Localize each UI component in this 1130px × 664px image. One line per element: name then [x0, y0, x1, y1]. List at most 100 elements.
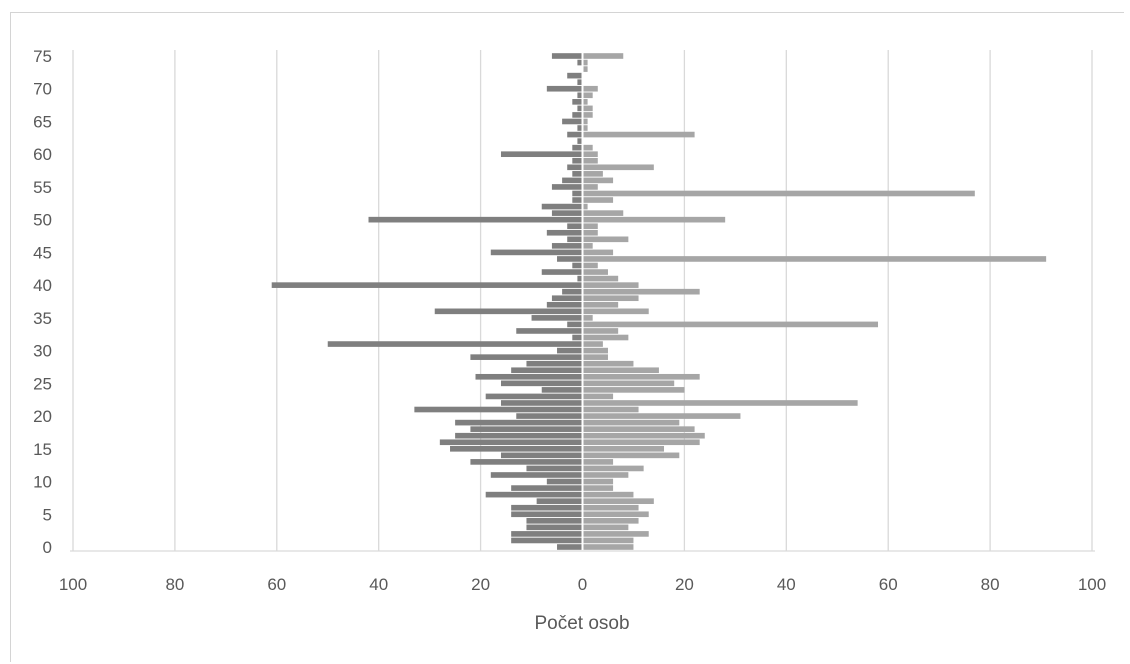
bar-right: [582, 295, 639, 302]
chart-frame: [10, 12, 1124, 662]
x-tick-label: 40: [777, 575, 796, 594]
bar-left: [500, 400, 583, 406]
bar-left: [526, 517, 583, 524]
bar-right: [582, 177, 614, 184]
bar-left: [551, 53, 583, 59]
left-bars: [271, 53, 583, 550]
bar-left: [567, 131, 583, 138]
bar-right: [582, 184, 598, 190]
bar-left: [551, 295, 583, 302]
bar-left: [546, 85, 583, 92]
bar-right: [582, 321, 879, 328]
y-tick-label: 40: [33, 276, 52, 295]
x-tick-labels: 100 80 60 40 20 0 20 40 60 80 100: [59, 575, 1106, 594]
bar-right: [582, 288, 700, 295]
bar-right: [582, 223, 598, 230]
bar-right: [582, 125, 588, 131]
bar-left: [572, 99, 583, 105]
bar-left: [572, 334, 583, 341]
bar-left: [450, 445, 583, 452]
bar-left: [470, 459, 583, 465]
y-tick-label: 45: [33, 243, 52, 262]
x-tick-label: 20: [675, 575, 694, 594]
bar-left: [572, 171, 583, 177]
y-tick-label: 5: [43, 505, 52, 524]
bar-right: [582, 360, 634, 367]
x-tick-label: 60: [879, 575, 898, 594]
bar-right: [582, 498, 654, 504]
bar-left: [577, 138, 583, 144]
bar-right: [582, 373, 700, 380]
bar-left: [551, 243, 583, 249]
bar-left: [455, 419, 583, 426]
bar-right: [582, 334, 629, 341]
bar-right: [582, 347, 608, 354]
bar-right: [582, 99, 588, 105]
bar-left: [531, 315, 583, 321]
bar-right: [582, 301, 619, 308]
bar-left: [536, 498, 583, 504]
bar-left: [500, 380, 583, 387]
bar-left: [572, 157, 583, 164]
bar-right: [582, 432, 705, 439]
bar-left: [577, 59, 583, 66]
y-tick-labels: 0 5 10 15 20 25 30 35 40 45 50 55 60 65 70 75: [33, 47, 52, 557]
bar-left: [551, 184, 583, 190]
right-bars: [582, 53, 1047, 550]
bar-left: [511, 511, 583, 518]
bar-right: [582, 197, 614, 203]
bar-left: [577, 105, 583, 112]
bar-right: [582, 210, 624, 216]
bar-left: [439, 439, 583, 446]
bar-left: [368, 216, 583, 223]
bar-right: [582, 269, 608, 275]
bar-left: [567, 223, 583, 230]
bar-left: [511, 367, 583, 374]
bar-left: [562, 177, 583, 184]
bar-left: [572, 112, 583, 118]
bar-right: [582, 85, 598, 92]
bar-right: [582, 157, 598, 164]
bar-left: [500, 151, 583, 158]
bar-right: [582, 511, 649, 518]
bar-left: [562, 118, 583, 125]
bar-left: [546, 478, 583, 485]
bar-left: [526, 360, 583, 367]
bar-right: [582, 419, 680, 426]
bar-right: [582, 478, 614, 485]
bar-left: [541, 203, 583, 210]
bar-right: [582, 426, 695, 432]
bar-left: [455, 432, 583, 439]
bar-right: [582, 262, 598, 269]
bar-left: [572, 190, 583, 197]
bar-left: [567, 72, 583, 79]
bar-left: [526, 465, 583, 472]
bar-right: [582, 452, 680, 459]
bar-right: [582, 190, 975, 197]
bar-right: [582, 236, 629, 243]
bar-right: [582, 171, 603, 177]
bar-right: [582, 465, 644, 472]
bar-right: [582, 216, 726, 223]
bar-right: [582, 59, 588, 66]
y-tick-label: 65: [33, 112, 52, 131]
bar-right: [582, 406, 639, 413]
bar-left: [541, 387, 583, 393]
bar-left: [567, 164, 583, 171]
bar-left: [577, 92, 583, 99]
bar-left: [557, 544, 583, 550]
bar-left: [490, 472, 583, 478]
y-tick-label: 0: [43, 538, 52, 557]
y-tick-label: 75: [33, 47, 52, 66]
bar-left: [567, 321, 583, 328]
bar-right: [582, 400, 858, 406]
bar-left: [434, 308, 583, 315]
bar-right: [582, 118, 588, 125]
bar-right: [582, 151, 598, 158]
bar-left: [414, 406, 583, 413]
bar-right: [582, 439, 700, 446]
bar-right: [582, 472, 629, 478]
y-tick-label: 55: [33, 178, 52, 197]
bar-right: [582, 504, 639, 511]
